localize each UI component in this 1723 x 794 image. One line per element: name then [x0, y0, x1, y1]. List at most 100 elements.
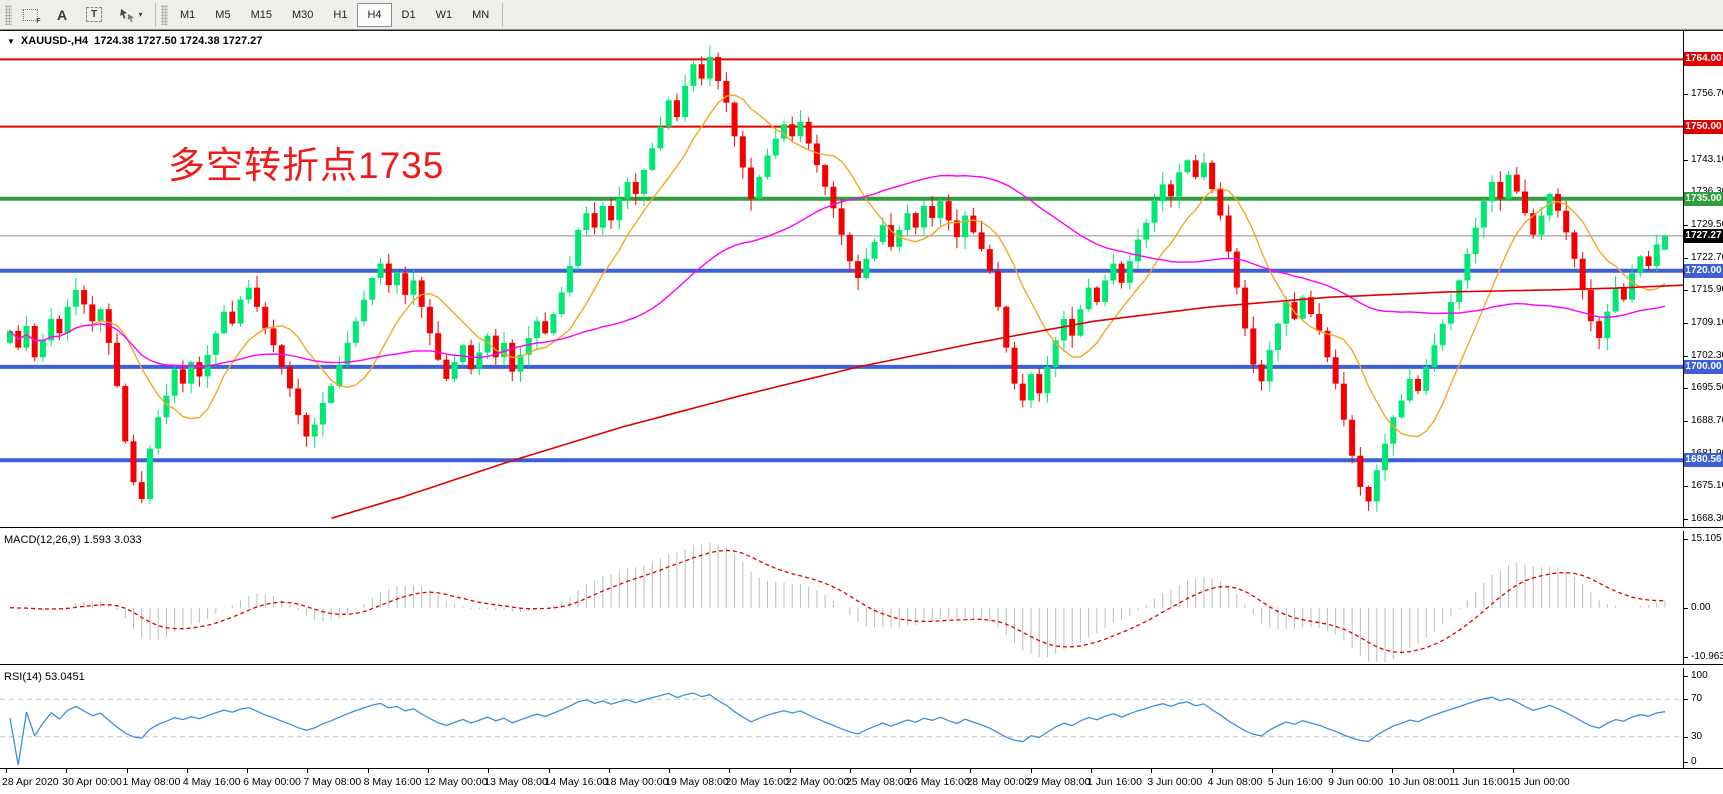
arrow-tools-icon [120, 8, 135, 22]
price-tick: 1729.50 [1684, 218, 1723, 232]
time-label: 13 May 08:00 [484, 776, 548, 788]
macd-axis-zero: 0.00 [1684, 601, 1710, 615]
timeframe-button-mn[interactable]: MN [462, 3, 499, 27]
rsi-chart [0, 692, 1683, 766]
time-tick [729, 769, 731, 773]
price-level-tag[interactable]: 1700.00 [1684, 359, 1723, 374]
time-tick [427, 769, 429, 773]
rsi-panel: RSI(14) 53.0451 100 70 30 0 [0, 668, 1723, 769]
time-label: 10 Jun 08:00 [1388, 776, 1450, 788]
price-level-tag[interactable]: 1764.00 [1684, 52, 1723, 67]
grid-icon: F [22, 8, 41, 25]
time-tick [1151, 769, 1153, 773]
toolbar-grip[interactable] [161, 4, 168, 25]
symbol-ohlc-line[interactable]: ▼ XAUUSD-,H4 1724.38 1727.50 1724.38 172… [7, 35, 262, 47]
chevron-down-icon: ▾ [138, 10, 143, 19]
price-level-tag[interactable]: 1735.00 [1684, 191, 1723, 206]
time-tick [6, 769, 7, 773]
time-label: 29 May 08:00 [1026, 776, 1091, 788]
time-label: 25 May 08:00 [845, 776, 910, 788]
price-tick: 1702.30 [1684, 349, 1723, 363]
time-tick [247, 769, 249, 773]
text-label-icon: A [56, 6, 68, 23]
price-tick: 1709.10 [1684, 316, 1723, 330]
time-tick [1392, 769, 1394, 773]
text-label-button[interactable]: A [46, 3, 78, 27]
price-tick: 1668.30 [1684, 512, 1723, 526]
text-box-button[interactable]: T [78, 3, 110, 27]
timeframe-button-m5[interactable]: M5 [205, 3, 240, 27]
price-tick: 1688.70 [1684, 414, 1723, 428]
main-chart-panel: ▼ XAUUSD-,H4 1724.38 1727.50 1724.38 172… [0, 31, 1723, 528]
time-label: 15 Jun 00:00 [1509, 776, 1570, 788]
time-label: 1 Jun 16:00 [1087, 776, 1142, 788]
time-tick [1271, 769, 1273, 773]
price-level-tag[interactable]: 1727.27 [1684, 228, 1723, 243]
time-label: 7 May 08:00 [303, 776, 362, 788]
time-tick [367, 769, 369, 773]
panel-splitter[interactable] [0, 528, 1723, 531]
price-tick: 1722.70 [1684, 251, 1723, 265]
toolbar-grip[interactable] [5, 4, 12, 25]
time-label: 12 May 00:00 [423, 776, 488, 788]
timeframe-button-d1[interactable]: D1 [392, 3, 426, 27]
time-label: 26 May 16:00 [906, 776, 970, 788]
time-tick [970, 769, 972, 773]
timeframe-button-m1[interactable]: M1 [170, 3, 205, 27]
rsi-axis-tick: 0 [1684, 755, 1697, 768]
time-tick [849, 769, 851, 773]
ohlc-values: 1724.38 1727.50 1724.38 1727.27 [94, 35, 263, 47]
macd-axis: 15.105 0.00 -10.963 [1683, 531, 1723, 664]
time-label: 28 Apr 2020 [2, 776, 59, 788]
timeframe-button-m30[interactable]: M30 [282, 3, 323, 27]
time-tick [1211, 769, 1213, 773]
time-tick [488, 769, 490, 773]
rsi-plot[interactable]: RSI(14) 53.0451 [0, 668, 1683, 768]
time-axis[interactable]: 28 Apr 2020 30 Apr 00:00 1 May 08:00 4 May … [0, 769, 1723, 794]
time-label: 5 Jun 16:00 [1267, 776, 1323, 788]
macd-axis-min: -10.963 [1684, 650, 1723, 664]
price-tick: 1756.70 [1684, 87, 1723, 101]
price-axis[interactable]: 1763.501756.701749.901743.101736.301729.… [1683, 31, 1723, 527]
price-tick: 1695.50 [1684, 381, 1723, 395]
time-label: 4 Jun 08:00 [1207, 776, 1263, 788]
timeframe-button-m15[interactable]: M15 [241, 3, 282, 27]
rsi-label: RSI(14) 53.0451 [4, 671, 85, 683]
symbol-dropdown-icon[interactable]: ▼ [7, 36, 15, 46]
time-tick [910, 769, 912, 773]
macd-axis-max: 15.105 [1684, 532, 1722, 546]
time-label: 22 May 00:00 [785, 776, 850, 788]
time-tick [548, 769, 550, 773]
arrow-tools-button[interactable]: ▾ [110, 3, 152, 27]
indicators-grid-icon[interactable]: F [14, 3, 46, 27]
price-level-tag[interactable]: 1680.56 [1684, 453, 1723, 468]
time-tick [66, 769, 68, 773]
time-label: 11 Jun 16:00 [1448, 776, 1509, 788]
price-level-tag[interactable]: 1750.00 [1684, 119, 1723, 134]
symbol-name: XAUUSD-,H4 [20, 35, 89, 47]
time-label: 30 Apr 00:00 [62, 776, 122, 788]
time-tick [1332, 769, 1334, 773]
timeframe-button-h4[interactable]: H4 [357, 2, 392, 27]
time-label: 1 May 08:00 [122, 776, 181, 788]
rsi-axis-tick: 30 [1684, 730, 1702, 744]
timeframe-button-h1[interactable]: H1 [323, 3, 357, 27]
macd-chart [9, 542, 1666, 662]
panel-splitter[interactable] [0, 665, 1723, 668]
price-tick: 1675.10 [1684, 479, 1723, 493]
time-tick [186, 769, 188, 773]
candlestick-chart [0, 45, 1683, 519]
macd-plot[interactable]: MACD(12,26,9) 1.593 3.033 [0, 531, 1683, 664]
main-chart-plot[interactable]: ▼ XAUUSD-,H4 1724.38 1727.50 1724.38 172… [0, 31, 1683, 527]
time-tick [669, 769, 671, 773]
time-label: 8 May 16:00 [363, 776, 422, 788]
toolbar-separator [502, 2, 504, 27]
price-level-tag[interactable]: 1720.00 [1684, 263, 1723, 278]
timeframe-buttons: M1 M5 M15 M30 H1 H4 D1 W1 MN [170, 2, 499, 27]
rsi-axis-tick: 70 [1684, 692, 1702, 706]
toolbar: F A T ▾ M1 M5 M15 M30 H1 H4 D1 W1 MN [0, 0, 1723, 30]
timeframe-button-w1[interactable]: W1 [426, 3, 463, 27]
time-tick [307, 769, 309, 773]
time-tick [608, 769, 610, 773]
